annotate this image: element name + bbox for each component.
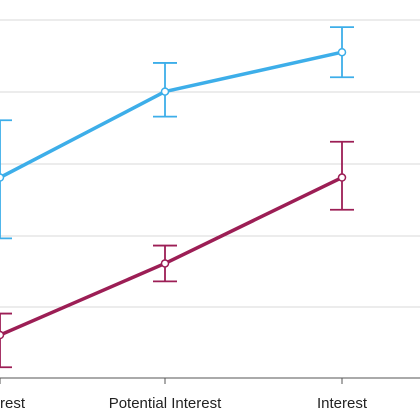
series-1-line [0, 175, 344, 337]
series-1-point-0 [0, 330, 5, 340]
x-tick-label-0: Interest [0, 395, 26, 412]
series-1-point-1 [160, 259, 170, 268]
x-tick-label-1: Potential Interest [109, 395, 222, 412]
x-axis-ticks [0, 378, 343, 384]
series-1-point-2 [337, 173, 347, 182]
x-tick-label-2: Interest [317, 395, 368, 412]
series-0-point-1 [160, 87, 170, 96]
series-layer [0, 26, 354, 369]
series-0-line [0, 50, 344, 180]
series-0-point-0 [0, 173, 5, 182]
series-0-point-2 [337, 47, 347, 57]
gridlines [0, 19, 420, 308]
x-axis-tick-labels: Interest Potential Interest Interest [0, 395, 368, 412]
series-1 [0, 140, 354, 369]
series-0 [0, 26, 354, 240]
